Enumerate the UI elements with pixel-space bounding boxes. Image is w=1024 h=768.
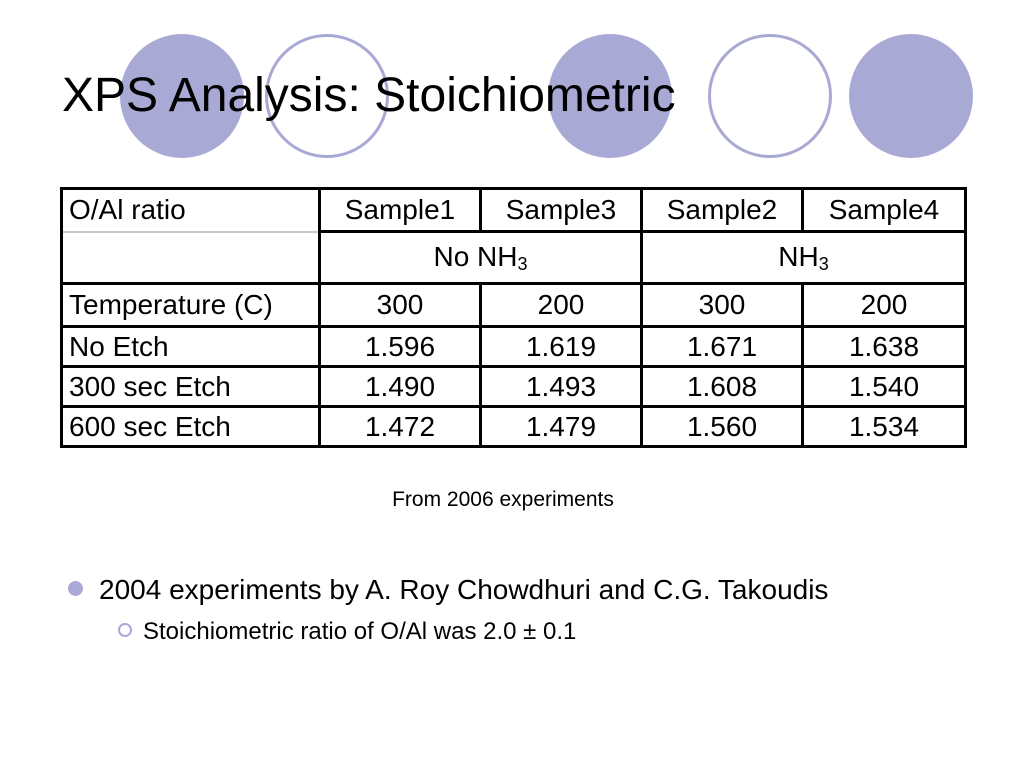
- group-label-subscript: 3: [517, 253, 528, 274]
- results-table: O/Al ratio Sample1 Sample3 Sample2 Sampl…: [60, 187, 967, 448]
- row-label: 600 sec Etch: [60, 405, 321, 448]
- table-temperature-row: Temperature (C) 300 200 300 200: [60, 282, 967, 328]
- table-cell: 1.493: [479, 365, 643, 408]
- table-cell: 1.560: [640, 405, 804, 448]
- table-row: No Etch 1.596 1.619 1.671 1.638: [60, 325, 967, 368]
- group-label-text: No NH: [433, 240, 518, 272]
- group-label-no-nh3: No NH3: [318, 230, 643, 285]
- table-group-row: No NH3 NH3: [60, 230, 967, 285]
- table-row: 600 sec Etch 1.472 1.479 1.560 1.534: [60, 405, 967, 448]
- table-caption: From 2006 experiments: [392, 488, 614, 511]
- table-cell: 300: [640, 282, 804, 328]
- decor-circle-filled-1: [120, 34, 244, 158]
- bullet-text: 2004 experiments by A. Roy Chowdhuri and…: [99, 574, 829, 605]
- table-cell: 1.540: [801, 365, 967, 408]
- table-header-cell: Sample2: [640, 187, 804, 233]
- results-table-container: O/Al ratio Sample1 Sample3 Sample2 Sampl…: [60, 187, 967, 448]
- sub-bullet-item: Stoichiometric ratio of O/Al was 2.0 ± 0…: [118, 618, 576, 646]
- decor-circle-filled-2: [548, 34, 672, 158]
- table-header-cell: Sample3: [479, 187, 643, 233]
- table-cell: 1.596: [318, 325, 482, 368]
- table-cell: 1.490: [318, 365, 482, 408]
- table-empty-cell: [60, 230, 321, 285]
- table-cell: 1.671: [640, 325, 804, 368]
- table-cell: 300: [318, 282, 482, 328]
- row-label: Temperature (C): [60, 282, 321, 328]
- table-header-cell: Sample1: [318, 187, 482, 233]
- table-cell: 200: [801, 282, 967, 328]
- group-label-text: NH: [778, 240, 819, 272]
- sub-bullet-text: Stoichiometric ratio of O/Al was 2.0 ± 0…: [143, 618, 577, 645]
- table-cell: 1.472: [318, 405, 482, 448]
- table-row: 300 sec Etch 1.490 1.493 1.608 1.540: [60, 365, 967, 408]
- slide-title: XPS Analysis: Stoichiometric: [62, 69, 676, 122]
- table-header-cell: Sample4: [801, 187, 967, 233]
- decor-circle-filled-3: [849, 34, 973, 158]
- decor-circle-ring-1: [265, 34, 389, 158]
- table-header-cell: O/Al ratio: [60, 187, 321, 233]
- group-label-subscript: 3: [818, 253, 829, 274]
- table-cell: 1.638: [801, 325, 967, 368]
- table-cell: 1.619: [479, 325, 643, 368]
- hollow-bullet-icon: [118, 622, 132, 637]
- table-cell: 200: [479, 282, 643, 328]
- bullet-item: 2004 experiments by A. Roy Chowdhuri and…: [68, 574, 828, 606]
- table-cell: 1.479: [479, 405, 643, 448]
- table-header-row: O/Al ratio Sample1 Sample3 Sample2 Sampl…: [60, 187, 967, 233]
- row-label: 300 sec Etch: [60, 365, 321, 408]
- bullet-dot-icon: [68, 581, 83, 597]
- decor-circle-ring-2: [708, 34, 832, 158]
- table-cell: 1.608: [640, 365, 804, 408]
- group-label-nh3: NH3: [640, 230, 967, 285]
- table-cell: 1.534: [801, 405, 967, 448]
- row-label: No Etch: [60, 325, 321, 368]
